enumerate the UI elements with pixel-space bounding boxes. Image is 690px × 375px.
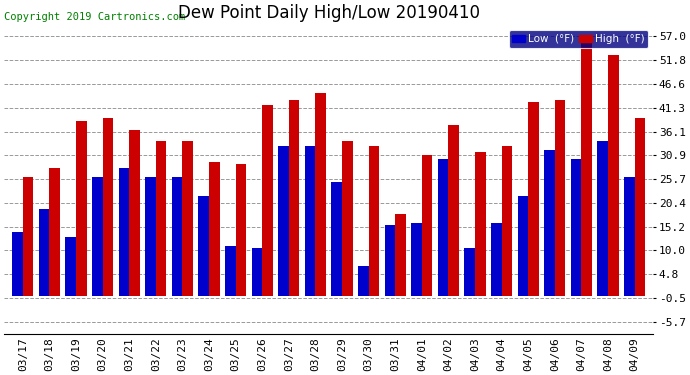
Bar xyxy=(305,146,315,296)
Bar xyxy=(182,141,193,296)
Title: Dew Point Daily High/Low 20190410: Dew Point Daily High/Low 20190410 xyxy=(178,4,480,22)
Bar xyxy=(129,130,140,296)
Bar xyxy=(624,177,635,296)
Legend: Low  (°F), High  (°F): Low (°F), High (°F) xyxy=(509,30,648,48)
Bar xyxy=(23,177,33,296)
Bar xyxy=(252,248,262,296)
Bar xyxy=(598,141,608,296)
Bar xyxy=(278,146,289,296)
Bar xyxy=(475,152,486,296)
Bar xyxy=(92,177,103,296)
Bar xyxy=(464,248,475,296)
Bar xyxy=(555,100,566,296)
Bar xyxy=(384,225,395,296)
Bar xyxy=(225,246,235,296)
Bar xyxy=(119,168,129,296)
Bar xyxy=(76,121,87,296)
Bar xyxy=(582,36,592,296)
Bar xyxy=(544,150,555,296)
Bar xyxy=(331,182,342,296)
Bar xyxy=(422,155,433,296)
Bar xyxy=(608,55,619,296)
Bar xyxy=(262,105,273,296)
Bar xyxy=(235,164,246,296)
Bar xyxy=(571,159,582,296)
Bar xyxy=(103,118,113,296)
Bar xyxy=(156,141,166,296)
Bar xyxy=(342,141,353,296)
Bar xyxy=(315,93,326,296)
Bar xyxy=(66,237,76,296)
Bar xyxy=(395,214,406,296)
Bar xyxy=(358,266,368,296)
Bar xyxy=(635,118,645,296)
Bar xyxy=(502,146,512,296)
Bar xyxy=(491,223,502,296)
Bar xyxy=(529,102,539,296)
Bar xyxy=(448,125,459,296)
Bar xyxy=(50,168,60,296)
Bar xyxy=(39,209,50,296)
Bar xyxy=(12,232,23,296)
Text: Copyright 2019 Cartronics.com: Copyright 2019 Cartronics.com xyxy=(4,12,186,22)
Bar xyxy=(198,196,209,296)
Bar xyxy=(437,159,448,296)
Bar xyxy=(172,177,182,296)
Bar xyxy=(368,146,380,296)
Bar xyxy=(145,177,156,296)
Bar xyxy=(209,162,219,296)
Bar xyxy=(411,223,422,296)
Bar xyxy=(518,196,529,296)
Bar xyxy=(289,100,299,296)
